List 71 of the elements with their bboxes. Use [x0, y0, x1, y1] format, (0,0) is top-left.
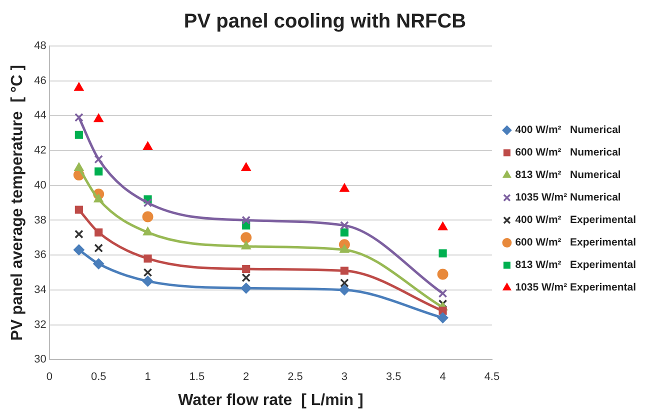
x-tick-label: 2.5 [288, 371, 303, 384]
point [142, 211, 154, 222]
x-tick-label: 0 [46, 371, 52, 384]
y-tick-label: 48 [34, 40, 46, 52]
point [340, 221, 349, 230]
point [438, 288, 448, 298]
point [143, 198, 152, 208]
x-tick-label: 3.5 [386, 371, 402, 384]
x-tick-label: 4 [440, 371, 446, 384]
legend-label: 400 W/m² Numerical [515, 124, 621, 136]
legend-label: 1035 W/m² Experimental [515, 282, 636, 294]
x-tick-label: 1 [144, 371, 151, 384]
legend-label: 1035 W/m² Numerical [515, 192, 621, 204]
point [142, 142, 153, 150]
point [94, 244, 104, 253]
legend-label: 813 W/m² Experimental [515, 259, 636, 272]
y-tick-label: 36 [34, 249, 46, 262]
point [74, 82, 84, 91]
point [74, 112, 84, 122]
point [240, 232, 252, 244]
x-tick-label: 2 [243, 371, 250, 384]
y-tick-label: 34 [34, 284, 46, 296]
y-tick-label: 38 [34, 214, 46, 226]
x-axis-title: Water flow rate [ L/min ] [178, 392, 364, 409]
legend-label: 400 W/m² Experimental [515, 214, 636, 226]
point [340, 244, 350, 253]
point [240, 282, 252, 294]
legend-label: 813 W/m² Numerical [515, 169, 621, 182]
y-tick-label: 30 [34, 354, 46, 366]
legend-label: 600 W/m² Experimental [515, 236, 636, 249]
x-tick-label: 4.5 [484, 371, 500, 384]
y-tick-label: 32 [34, 318, 46, 331]
chart-title: PV panel cooling with NRFCB [184, 10, 466, 33]
point [144, 254, 152, 263]
point [143, 268, 152, 277]
point [94, 167, 103, 176]
x-tick-label: 0.5 [90, 371, 106, 384]
point [340, 228, 348, 236]
point [438, 222, 448, 230]
legend-label: 600 W/m² Numerical [515, 146, 621, 159]
point [437, 312, 448, 324]
point [142, 276, 154, 287]
y-axis-title: PV panel average temperature [ °C ] [9, 64, 26, 341]
point [340, 278, 349, 288]
point [241, 162, 251, 171]
y-tick-label: 40 [34, 179, 46, 192]
point [74, 130, 83, 139]
y-tick-label: 44 [34, 110, 46, 122]
x-tick-label: 1.5 [189, 371, 205, 384]
y-tick-label: 46 [34, 74, 46, 87]
point [437, 268, 448, 280]
point [74, 230, 84, 239]
point [338, 284, 350, 296]
point [94, 228, 103, 236]
y-tick-label: 42 [34, 144, 46, 157]
point [73, 244, 84, 256]
point [74, 162, 84, 171]
point [340, 183, 350, 192]
point [241, 240, 251, 250]
point [94, 154, 104, 164]
point [242, 273, 251, 282]
point [94, 194, 104, 202]
point [242, 264, 250, 274]
point [74, 206, 83, 214]
point [142, 226, 153, 236]
point [242, 216, 251, 225]
point [93, 258, 104, 270]
point [340, 266, 348, 275]
point [94, 114, 104, 122]
x-tick-label: 3 [341, 371, 348, 384]
point [438, 249, 447, 258]
